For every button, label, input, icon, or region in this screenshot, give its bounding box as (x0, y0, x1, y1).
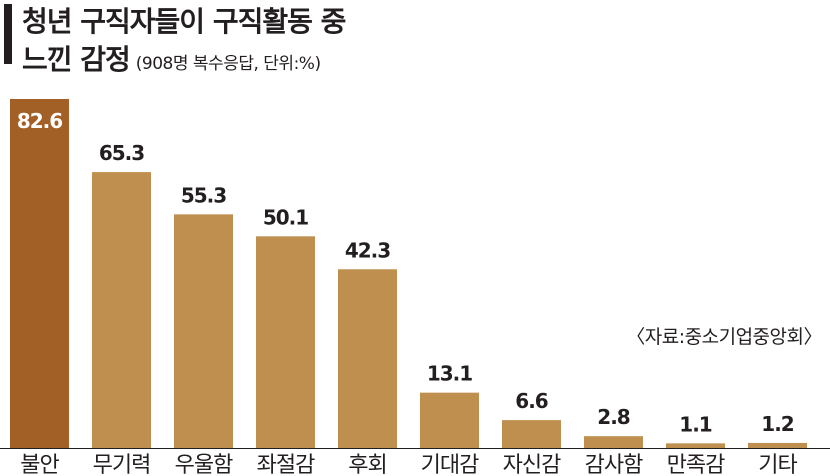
value-label: 1.1 (679, 412, 712, 436)
category-label: 우울함 (175, 453, 233, 476)
bar-무기력 (92, 172, 151, 448)
bar-후회 (338, 269, 397, 448)
chart-title-line2: 느낀 감정 (908명 복수응답, 단위:%) (22, 38, 321, 78)
bar-자신감 (502, 420, 561, 448)
category-label: 만족감 (667, 453, 725, 476)
category-label: 후회 (348, 453, 386, 476)
value-label: 1.2 (761, 412, 794, 436)
bar-좌절감 (256, 236, 315, 448)
bar-기대감 (420, 392, 479, 448)
chart-title-block: 청년 구직자들이 구직활동 중 느낀 감정 (908명 복수응답, 단위:%) (0, 0, 830, 80)
value-label: 6.6 (515, 389, 548, 413)
category-label: 기대감 (421, 453, 479, 476)
category-label: 자신감 (503, 453, 561, 476)
title-accent-bar (4, 4, 12, 64)
category-label: 감사함 (585, 453, 643, 476)
category-label: 좌절감 (257, 453, 315, 476)
category-label: 기타 (758, 453, 797, 476)
source-note: 〈자료:중소기업중앙회〉 (626, 326, 822, 348)
bar-만족감 (666, 443, 725, 448)
chart-title-line1: 청년 구직자들이 구직활동 중 (22, 5, 346, 38)
chart-subtitle: (908명 복수응답, 단위:%) (135, 54, 321, 74)
bar-우울함 (174, 214, 233, 448)
category-label: 불안 (20, 453, 59, 476)
chart-title-line2-text: 느낀 감정 (22, 43, 131, 76)
value-label: 42.3 (345, 238, 390, 262)
value-label: 82.6 (17, 109, 62, 133)
value-label: 50.1 (263, 205, 308, 229)
value-label: 2.8 (597, 405, 630, 429)
bar-불안 (10, 99, 69, 448)
bar-감사함 (584, 436, 643, 448)
value-label: 65.3 (99, 141, 144, 165)
category-label: 무기력 (93, 453, 151, 476)
bar-기타 (748, 442, 807, 448)
value-label: 13.1 (427, 362, 472, 386)
value-label: 55.3 (181, 183, 226, 207)
